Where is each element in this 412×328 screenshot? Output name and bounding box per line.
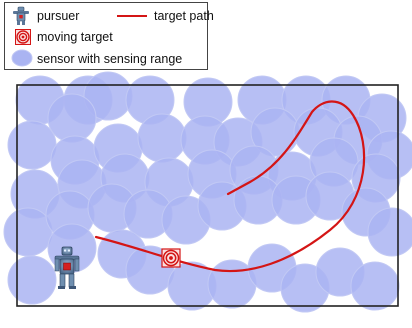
sensor-field [3, 71, 412, 313]
legend-target-path-label: target path [154, 9, 214, 23]
target-path-line [94, 100, 366, 273]
sensor-disc [3, 207, 53, 257]
legend-moving-target-label: moving target [37, 30, 113, 44]
robot-icon [13, 6, 29, 25]
sensor-disc [7, 255, 57, 305]
pursuer-robot-icon [54, 246, 80, 289]
environment-boundary [16, 84, 399, 307]
legend-pursuer-label: pursuer [37, 9, 80, 23]
legend-sensor-label: sensor with sensing range [37, 52, 183, 66]
sensor-disc [137, 113, 187, 163]
legend-row-sensor: sensor with sensing range [5, 49, 209, 69]
sensor-disc [47, 93, 97, 143]
legend: pursuer target path moving target sensor… [4, 2, 214, 70]
legend-row-pursuer: pursuer target path [5, 6, 214, 27]
bullseye-target-icon [15, 29, 31, 45]
sensor-disc [367, 207, 412, 257]
moving-target-icon [161, 248, 181, 268]
sensor-disc [7, 120, 57, 170]
sensor-disc [350, 261, 400, 311]
path-line-icon [117, 15, 147, 17]
sensor-disc-icon [11, 49, 33, 67]
legend-row-target: moving target [5, 28, 209, 48]
